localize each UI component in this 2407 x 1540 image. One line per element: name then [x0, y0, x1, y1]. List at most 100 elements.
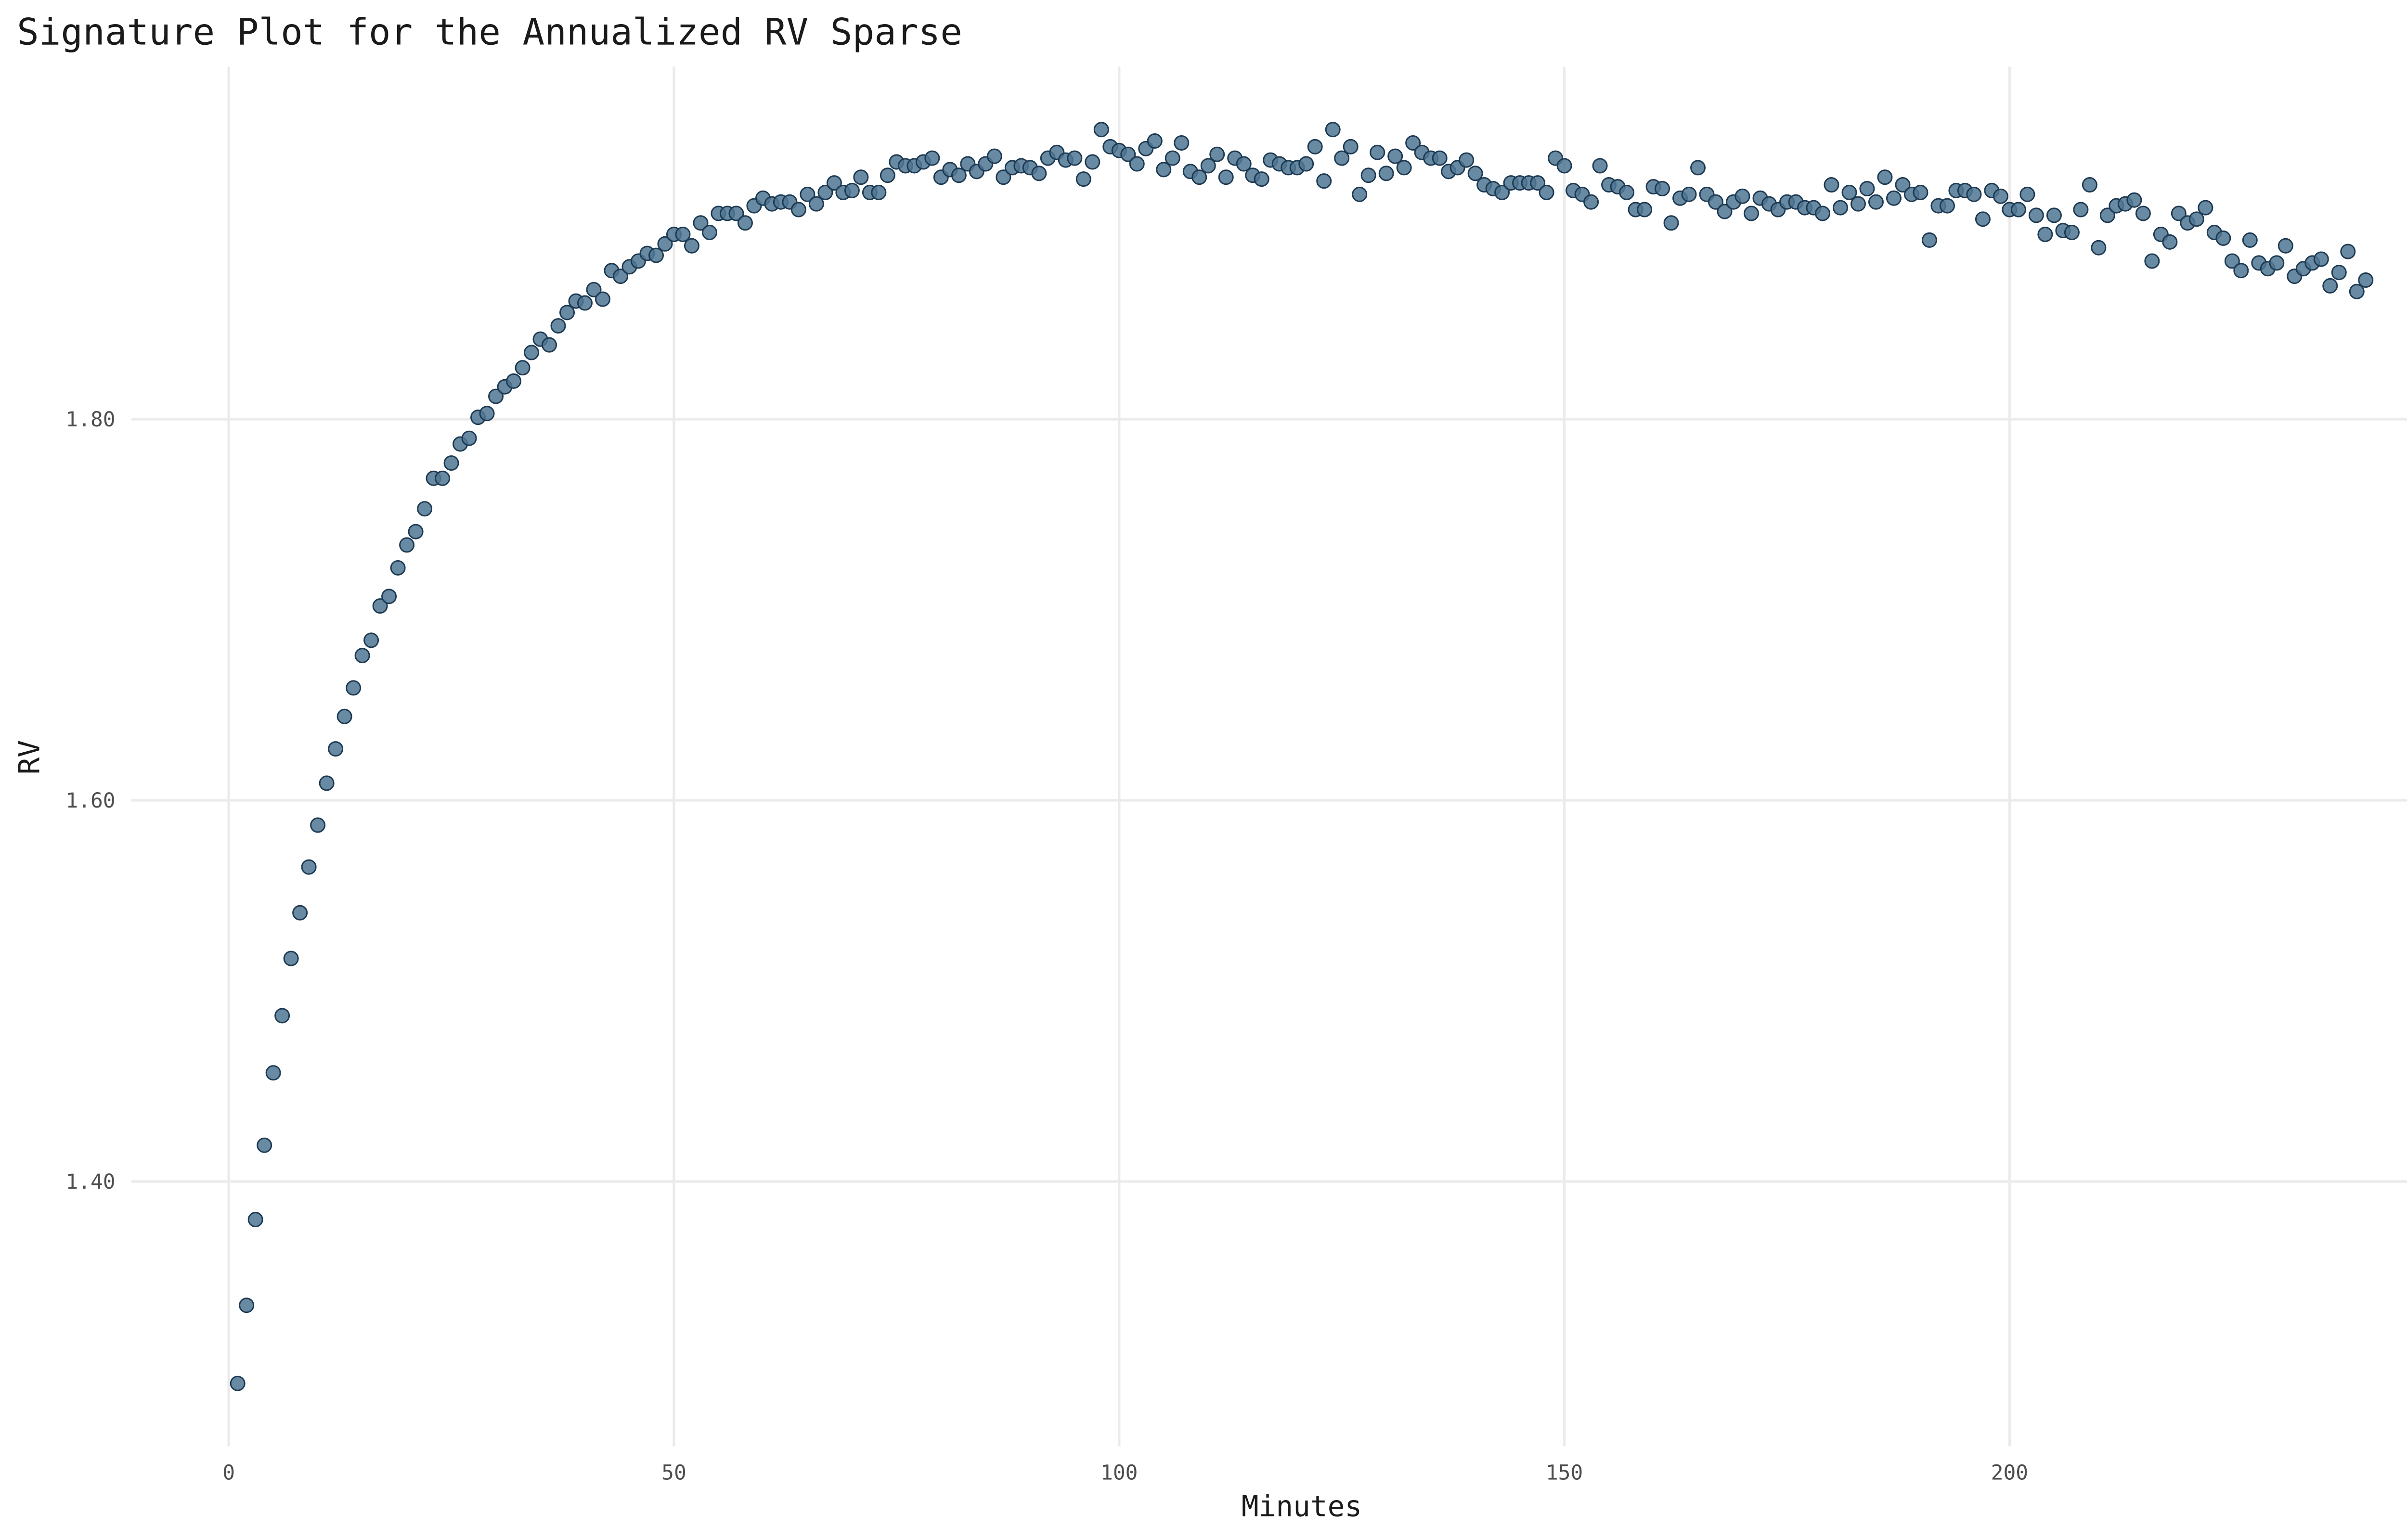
x-tick-label: 100	[1100, 1461, 1138, 1485]
point	[1619, 184, 1635, 200]
point	[2010, 202, 2026, 218]
point	[354, 648, 370, 664]
point	[1129, 156, 1145, 172]
point	[1895, 177, 1911, 193]
point	[2099, 207, 2115, 223]
point	[2322, 278, 2338, 294]
point	[2313, 251, 2329, 267]
point	[648, 247, 664, 263]
point	[506, 373, 522, 389]
point	[612, 269, 628, 284]
point	[1637, 202, 1653, 218]
point	[1093, 122, 1109, 138]
point	[2242, 232, 2258, 248]
point	[844, 182, 860, 198]
point	[675, 227, 691, 243]
point	[2144, 253, 2160, 269]
point	[586, 282, 602, 297]
point	[2073, 202, 2089, 218]
point	[417, 501, 433, 517]
point	[1708, 194, 1724, 210]
point	[2171, 205, 2187, 221]
point	[1530, 175, 1546, 191]
point	[2082, 177, 2097, 193]
point	[996, 169, 1011, 185]
point	[1120, 146, 1136, 162]
point	[524, 345, 540, 360]
point	[1396, 160, 1412, 176]
point	[1165, 150, 1180, 166]
point	[346, 680, 362, 696]
point	[1334, 150, 1350, 166]
point	[310, 817, 326, 833]
x-axis-title: Minutes	[1242, 1490, 1362, 1524]
point	[2331, 265, 2347, 281]
point	[1556, 158, 1572, 174]
point	[1841, 184, 1857, 200]
point	[880, 167, 895, 183]
point	[577, 295, 593, 311]
point	[2064, 225, 2080, 241]
point	[479, 406, 495, 422]
point	[2046, 207, 2062, 223]
point	[247, 1212, 263, 1228]
x-tick-label: 50	[661, 1461, 686, 1485]
chart-title: Signature Plot for the Annualized RV Spa…	[17, 11, 962, 53]
point	[2269, 255, 2285, 271]
point	[924, 150, 940, 166]
point	[1592, 158, 1608, 174]
point	[790, 202, 806, 218]
point	[701, 225, 717, 241]
point	[1432, 150, 1448, 166]
point	[363, 632, 379, 648]
point	[2037, 227, 2053, 243]
point	[292, 905, 308, 921]
x-tick-label: 200	[1991, 1461, 2028, 1485]
point	[2349, 283, 2365, 299]
point	[2358, 272, 2374, 288]
point	[435, 470, 451, 486]
point	[2091, 240, 2107, 256]
y-tick-label: 1.60	[65, 789, 115, 813]
point	[1824, 177, 1839, 193]
point	[1717, 204, 1733, 219]
point	[1859, 180, 1875, 196]
point	[1539, 184, 1554, 200]
point	[1307, 139, 1323, 154]
y-tick-label: 1.80	[65, 408, 115, 432]
point	[559, 305, 575, 321]
point	[1966, 186, 1982, 202]
point	[1387, 148, 1403, 164]
point	[1868, 194, 1884, 210]
point	[2162, 234, 2178, 250]
point	[301, 859, 317, 875]
point	[1494, 184, 1510, 200]
point	[1067, 150, 1083, 166]
point	[2028, 207, 2044, 223]
point	[1939, 198, 1955, 214]
point	[986, 148, 1002, 164]
point	[372, 598, 388, 614]
point	[488, 388, 504, 404]
point	[2188, 211, 2204, 227]
point	[728, 205, 744, 221]
point	[230, 1375, 246, 1391]
point	[1191, 169, 1207, 185]
point	[1325, 122, 1341, 138]
point	[283, 950, 299, 966]
point	[1459, 152, 1475, 168]
point	[336, 708, 352, 724]
point	[1405, 135, 1421, 151]
point	[399, 537, 415, 553]
point	[951, 167, 967, 183]
point	[1583, 194, 1599, 210]
point	[515, 360, 531, 376]
point	[2278, 238, 2293, 254]
point	[390, 560, 406, 576]
point	[595, 291, 611, 307]
point	[274, 1008, 290, 1024]
point	[1921, 232, 1937, 248]
point	[1147, 133, 1163, 149]
